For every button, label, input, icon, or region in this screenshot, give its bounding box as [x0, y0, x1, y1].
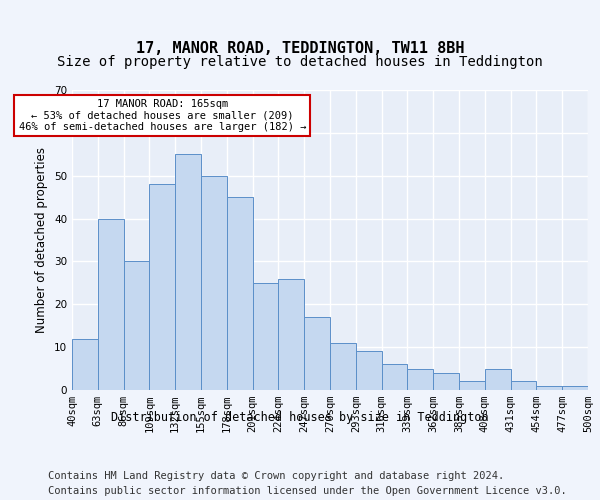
Bar [433, 373, 459, 390]
Text: Distribution of detached houses by size in Teddington: Distribution of detached houses by size … [111, 411, 489, 424]
Text: Contains public sector information licensed under the Open Government Licence v3: Contains public sector information licen… [48, 486, 567, 496]
Bar [201, 176, 227, 390]
Text: Contains HM Land Registry data © Crown copyright and database right 2024.: Contains HM Land Registry data © Crown c… [48, 471, 504, 481]
Bar [356, 352, 382, 390]
Bar [72, 338, 98, 390]
Bar [330, 343, 356, 390]
Bar [536, 386, 562, 390]
Bar [382, 364, 407, 390]
Bar [149, 184, 175, 390]
Bar [175, 154, 201, 390]
Bar [485, 368, 511, 390]
Bar [227, 197, 253, 390]
Bar [98, 218, 124, 390]
Bar [562, 386, 588, 390]
Bar [459, 382, 485, 390]
Bar [511, 382, 536, 390]
Y-axis label: Number of detached properties: Number of detached properties [35, 147, 49, 333]
Text: 17, MANOR ROAD, TEDDINGTON, TW11 8BH: 17, MANOR ROAD, TEDDINGTON, TW11 8BH [136, 41, 464, 56]
Bar [278, 278, 304, 390]
Text: Size of property relative to detached houses in Teddington: Size of property relative to detached ho… [57, 55, 543, 69]
Bar [407, 368, 433, 390]
Bar [304, 317, 330, 390]
Text: 17 MANOR ROAD: 165sqm
← 53% of detached houses are smaller (209)
46% of semi-det: 17 MANOR ROAD: 165sqm ← 53% of detached … [19, 99, 306, 132]
Bar [124, 262, 149, 390]
Bar [253, 283, 278, 390]
